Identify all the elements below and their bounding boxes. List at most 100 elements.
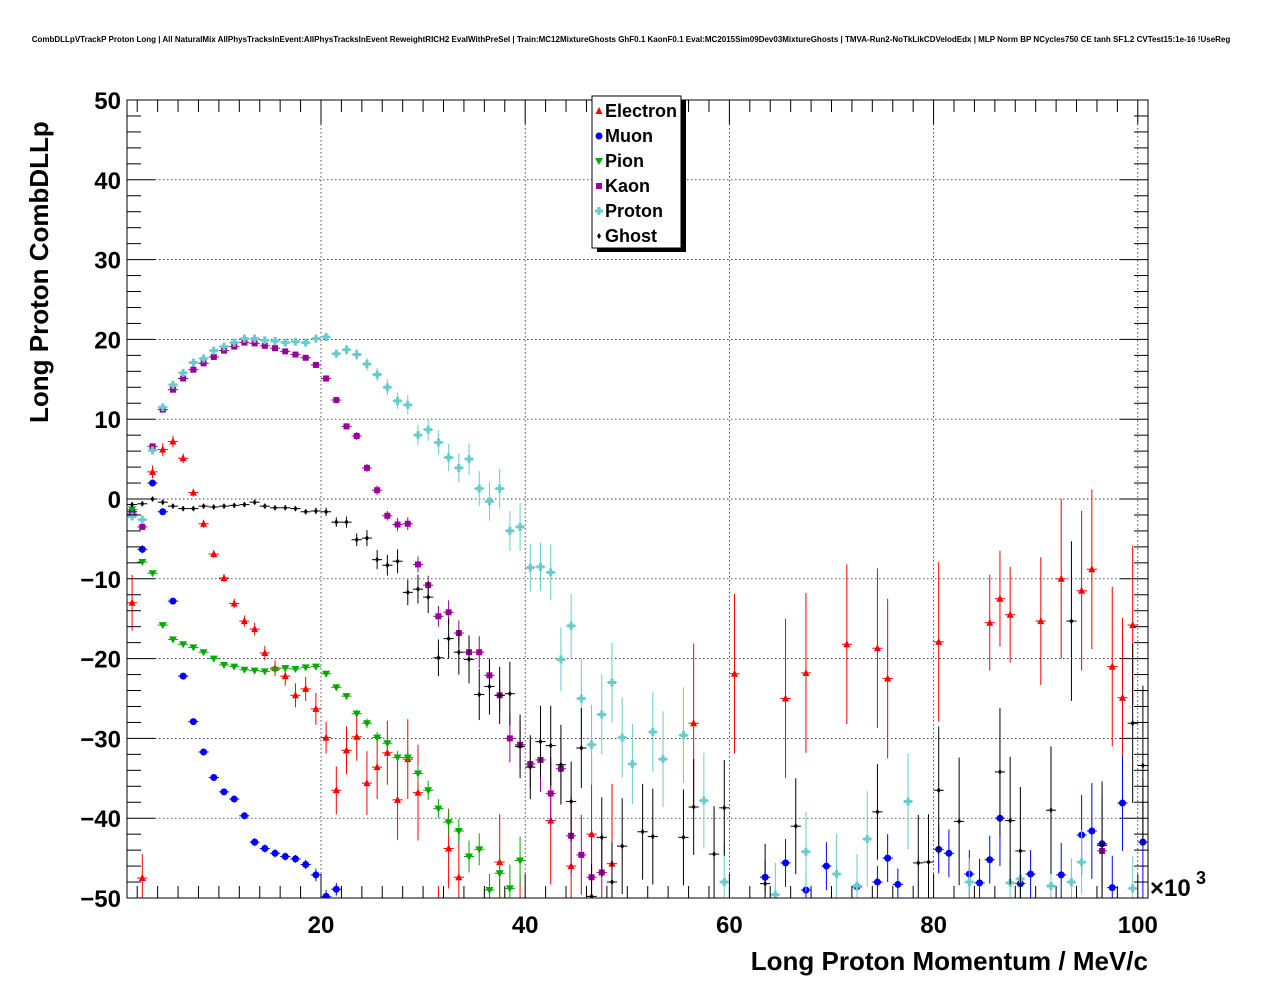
pion-point [322,670,331,678]
proton-point [219,342,228,351]
ghost-point [1018,847,1023,854]
kaon-point [169,386,176,393]
muon-point [159,508,167,516]
ghost-point [456,649,461,656]
electron-point [996,594,1004,602]
proton-point [516,522,525,531]
pion-point [148,570,157,578]
proton-point [393,396,402,405]
muon-point [200,748,208,756]
proton-point [526,563,535,572]
ghost-point [691,804,696,811]
pion-point [475,846,484,854]
ghost-point [548,742,553,749]
muon-point [782,859,790,867]
muon-point [189,718,197,726]
electron-point [240,617,248,625]
electron-point [149,467,157,475]
pion-point [434,805,443,813]
legend-label-muon: Muon [605,126,653,146]
ghost-point [252,499,257,506]
kaon-point [323,375,330,382]
muon-point [179,672,187,680]
ghost-point [518,743,523,750]
proton-point [587,740,596,749]
pion-point [311,663,320,671]
pion-point [219,661,228,669]
y-tick-label: −20 [80,647,121,674]
legend-label-ghost: Ghost [605,226,657,246]
muon-point [1057,871,1065,879]
pion-point [383,740,392,748]
ghost-point [793,823,798,830]
proton-point [475,484,484,493]
electron-point [189,488,197,496]
ghost-point [364,535,369,542]
pion-point [403,754,412,762]
kaon-point [210,353,217,360]
kaon-point [578,851,585,858]
proton-point [495,484,504,493]
electron-point [1118,693,1126,701]
kaon-point [261,342,268,349]
y-tick-label: 20 [94,327,121,354]
pion-point [179,641,188,649]
pion-point [209,655,218,663]
x-tick-label: 80 [920,912,947,939]
electron-point [230,599,238,607]
ghost-point [201,503,206,510]
ghost-point [569,798,574,805]
kaon-point [445,609,452,616]
proton-point [168,380,177,389]
proton-point [413,431,422,440]
ghost-point [1100,842,1105,849]
pion-point [189,644,198,652]
y-tick-label: −40 [80,806,121,833]
proton-point [597,710,606,719]
pion-point [516,857,525,865]
legend-marker-proton [595,207,603,215]
y-tick-label: 50 [94,88,121,115]
proton-point [801,847,810,856]
ghost-point [926,859,931,866]
x-axis-multiplier-exponent: 3 [1196,868,1206,888]
ghost-point [477,691,482,698]
ghost-point [375,556,380,563]
ghost-point [589,893,594,898]
muon-point [251,838,259,846]
ghost-point [181,505,186,512]
proton-point [352,350,361,359]
muon-point [986,856,994,864]
electron-point [332,786,340,794]
proton-point [556,655,565,664]
muon-point [169,597,177,605]
electron-point [394,795,402,803]
proton-point [618,733,627,742]
proton-point [373,370,382,379]
grid [127,100,1148,898]
ghost-point [354,536,359,543]
series-electron [127,435,1138,898]
proton-point [291,337,300,346]
proton-point [1067,878,1076,887]
muon-point [281,853,289,861]
pion-point [168,636,177,644]
proton-point [454,463,463,472]
ghost-point [344,519,349,526]
proton-point [138,515,147,524]
ghost-point [385,562,390,569]
ghost-point [426,594,431,601]
ghost-point [681,834,686,841]
pion-point [138,559,147,567]
kaon-point [384,512,391,519]
pion-point [424,787,433,795]
proton-point [342,345,351,354]
proton-point [505,526,514,535]
kaon-point [180,375,187,382]
x-tick-label: 20 [308,912,335,939]
electron-point [220,574,228,582]
ghost-point [507,690,512,697]
series-layer [127,333,1148,898]
y-axis-title: Long Proton CombDLLp [24,121,54,423]
